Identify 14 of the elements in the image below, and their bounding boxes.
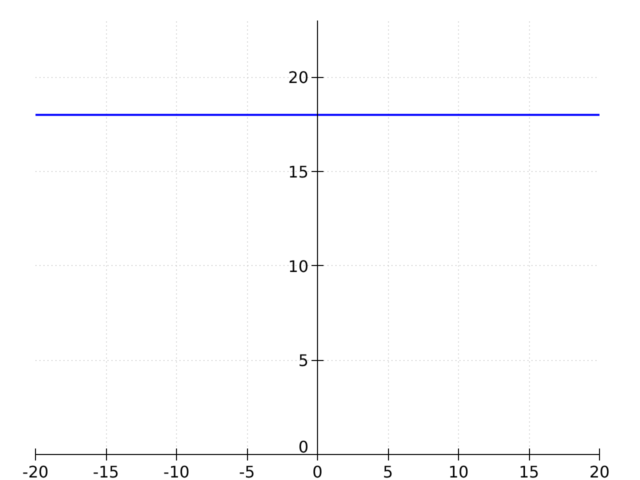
- y-tick-label: 15: [288, 162, 308, 182]
- y-tick-label: 5: [298, 351, 309, 370]
- x-tick-label: 10: [448, 462, 469, 480]
- y-tick-label: 0: [298, 438, 309, 456]
- x-tick-label: 5: [382, 462, 394, 480]
- x-tick-label: 0: [312, 462, 323, 480]
- x-tick-label: -15: [92, 462, 120, 480]
- x-tick-label: -5: [239, 462, 255, 480]
- x-tick-label: -20: [22, 462, 49, 480]
- x-tick-label: 15: [518, 462, 540, 480]
- x-tick-label: 20: [589, 462, 610, 480]
- y-tick-label: 10: [288, 256, 308, 276]
- y-tick-label: 20: [288, 68, 308, 88]
- x-tick-label: -10: [163, 462, 190, 480]
